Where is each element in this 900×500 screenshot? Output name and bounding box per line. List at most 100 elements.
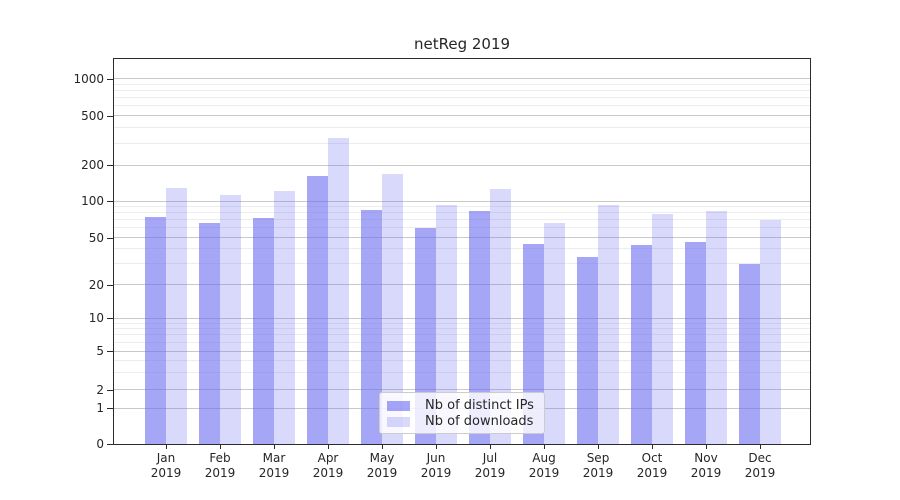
y-tick-label: 2 [96, 382, 104, 397]
x-tick-month: Oct [641, 451, 663, 465]
gridline-minor [114, 328, 810, 330]
x-tick-month: Feb [209, 451, 231, 465]
y-tick-mark [107, 201, 113, 202]
bar-ips-jul [468, 210, 490, 444]
x-tick-label: Mar 2019 [247, 451, 301, 481]
bar-ips-may [360, 209, 382, 444]
x-tick-year: 2019 [312, 466, 344, 480]
bar-ips-jan [144, 216, 166, 444]
x-tick-year: 2019 [636, 466, 668, 480]
legend-swatch-distinct-ips [387, 400, 410, 411]
x-tick-mark [706, 444, 707, 449]
x-tick-label: Aug 2019 [517, 451, 571, 481]
x-tick-mark [166, 444, 167, 449]
x-tick-year: 2019 [474, 466, 506, 480]
bar-ips-feb [198, 222, 220, 444]
gridline-minor [114, 89, 810, 91]
y-tick-label: 5 [96, 344, 104, 358]
bar-downloads-may [382, 174, 404, 444]
legend-item-distinct-ips: Nb of distinct IPs [387, 398, 536, 413]
gridline-major [114, 78, 810, 79]
y-tick-mark [107, 115, 113, 117]
x-tick-label: Jan 2019 [139, 451, 193, 481]
x-tick-month: Jul [482, 451, 498, 465]
gridline-minor [114, 206, 810, 208]
x-tick-label: Sep 2019 [571, 451, 625, 481]
x-tick-mark [436, 444, 437, 449]
bar-downloads-oct [652, 214, 674, 444]
y-tick-mark [107, 351, 113, 352]
x-tick-label: Nov 2019 [679, 451, 733, 481]
y-tick-label: 1 [96, 401, 104, 415]
x-tick-mark [598, 444, 599, 449]
legend-swatch-downloads [387, 416, 410, 427]
x-tick-mark [220, 444, 221, 449]
x-tick-label: Apr 2019 [301, 451, 355, 481]
x-tick-label: Oct 2019 [625, 451, 679, 481]
bar-ips-apr [306, 175, 328, 444]
y-tick-label: 1000 [73, 71, 104, 86]
gridline-minor [114, 248, 810, 250]
x-tick-mark [382, 444, 383, 449]
gridline-major [114, 350, 810, 352]
x-tick-month: Jan [156, 451, 176, 465]
x-tick-year: 2019 [258, 466, 290, 480]
x-tick-year: 2019 [366, 466, 398, 480]
bar-downloads-aug [544, 222, 566, 444]
gridline-minor [114, 142, 810, 144]
gridline-minor [114, 219, 810, 221]
gridline-minor [114, 105, 810, 107]
x-tick-month: Sep [586, 451, 610, 465]
bar-downloads-mar [274, 190, 296, 444]
x-tick-year: 2019 [744, 466, 776, 480]
gridline-major [114, 237, 810, 238]
gridline-minor [114, 83, 810, 85]
gridline-minor [114, 322, 810, 324]
legend-label-distinct-ips: Nb of distinct IPs [425, 398, 534, 413]
gridline-major [114, 115, 810, 116]
x-tick-mark [652, 444, 653, 449]
y-tick-mark [107, 165, 113, 166]
gridline-major [114, 200, 810, 202]
x-tick-label: Jun 2019 [409, 451, 463, 481]
x-tick-month: Nov [694, 451, 718, 465]
gridline-minor [114, 359, 810, 361]
y-tick-mark [107, 237, 113, 239]
bar-downloads-jul [490, 188, 512, 444]
x-tick-label: Jul 2019 [463, 451, 517, 481]
bar-ips-nov [684, 241, 706, 444]
y-tick-label: 200 [81, 158, 104, 172]
x-tick-month: Dec [748, 451, 772, 465]
x-tick-mark [328, 444, 329, 449]
x-tick-mark [760, 444, 761, 449]
legend-item-downloads: Nb of downloads [387, 414, 536, 429]
x-tick-month: Jun [426, 451, 446, 465]
gridline-minor [114, 371, 810, 373]
y-tick-label: 500 [81, 108, 104, 123]
y-tick-mark [107, 408, 113, 409]
y-tick-mark [107, 78, 113, 80]
gridline-minor [114, 227, 810, 229]
gridline-minor [114, 97, 810, 99]
gridline-major [114, 317, 810, 319]
y-tick-label: 10 [88, 311, 104, 325]
legend: Nb of distinct IPs Nb of downloads [379, 392, 545, 434]
bar-ips-oct [630, 245, 652, 444]
x-tick-year: 2019 [204, 466, 236, 480]
gridline-minor [114, 263, 810, 265]
bar-ips-mar [252, 218, 274, 444]
x-tick-mark [544, 444, 545, 449]
legend-label-downloads: Nb of downloads [425, 414, 534, 429]
gridline-minor [114, 334, 810, 336]
bar-ips-sep [576, 257, 598, 444]
x-tick-year: 2019 [150, 466, 182, 480]
bar-downloads-sep [598, 205, 620, 444]
x-tick-year: 2019 [582, 466, 614, 480]
bar-downloads-apr [328, 137, 350, 444]
gridline-minor [114, 127, 810, 129]
chart-title: netReg 2019 [413, 35, 511, 53]
x-tick-label: Feb 2019 [193, 451, 247, 481]
y-tick-mark [107, 389, 113, 391]
gridline-major [114, 389, 810, 390]
x-tick-month: Aug [532, 451, 556, 465]
